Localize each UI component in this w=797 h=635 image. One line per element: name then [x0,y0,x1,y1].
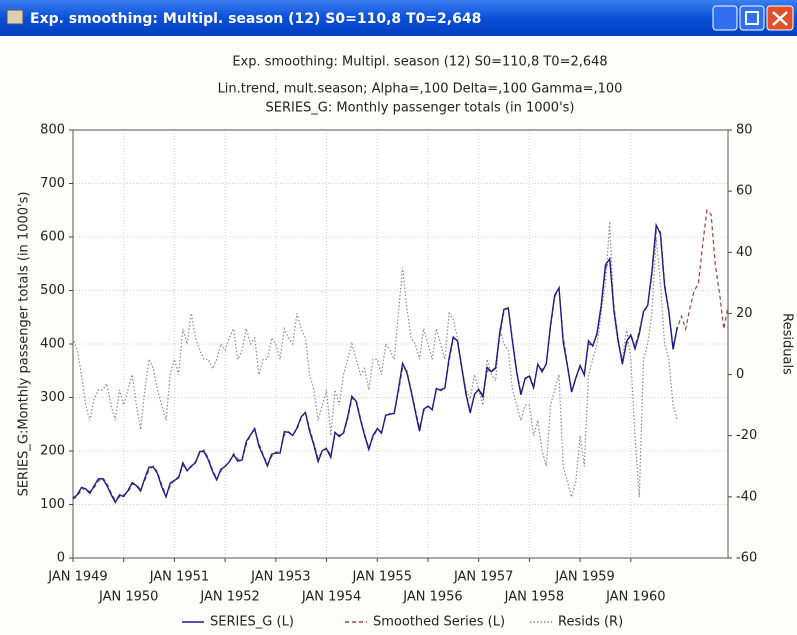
y-tick-label: 800 [40,123,65,138]
legend-label: Smoothed Series (L) [373,615,505,630]
y-tick-label: 100 [40,497,65,512]
y-tick-label: 200 [40,444,65,459]
y2-tick-label: 80 [736,123,753,138]
y-tick-label: 0 [57,551,65,566]
maximize-icon [745,11,759,25]
x-tick-label: JAN 1955 [352,570,412,585]
chart-subtitle: Lin.trend, mult.season; Alpha=,100 Delta… [218,82,623,97]
x-tick-label: JAN 1952 [199,590,259,605]
y-tick-label: 700 [40,176,65,191]
y2-tick-label: 40 [736,245,753,260]
minimize-button[interactable] [712,5,738,31]
y-tick-label: 500 [40,283,65,298]
y2-tick-label: 60 [736,184,753,199]
title-bar [0,0,797,36]
x-tick-label: JAN 1951 [149,570,209,585]
x-tick-label: JAN 1954 [301,590,361,605]
x-tick-label: JAN 1959 [554,570,614,585]
x-tick-label: JAN 1958 [504,590,564,605]
plot-frame [72,129,729,559]
x-tick-label: JAN 1957 [453,570,513,585]
chart-subtitle: SERIES_G: Monthly passenger totals (in 1… [266,101,575,116]
y-axis-label: SERIES_G:Monthly passenger totals (in 10… [17,192,32,497]
legend-label: SERIES_G (L) [210,615,294,630]
y2-tick-label: -60 [736,551,757,566]
chart-title: Exp. smoothing: Multipl. season (12) S0=… [232,55,607,70]
series-line [72,222,678,504]
x-tick-label: JAN 1960 [605,590,665,605]
y-tick-label: 600 [40,230,65,245]
y-tick-label: 400 [40,337,65,352]
y2-axis-label: Residuals [780,313,795,375]
legend-label: Resids (R) [558,615,623,630]
y2-tick-label: -40 [736,489,757,504]
x-tick-label: JAN 1949 [47,570,107,585]
window-title: Exp. smoothing: Multipl. season (12) S0=… [30,11,481,27]
x-tick-label: JAN 1953 [250,570,310,585]
y2-tick-label: 0 [736,367,744,382]
y2-tick-label: -20 [736,428,757,443]
y-tick-label: 300 [40,390,65,405]
x-tick-label: JAN 1950 [98,590,158,605]
close-icon [772,11,788,26]
maximize-button[interactable] [739,5,765,31]
y2-tick-label: 20 [736,306,753,321]
app-icon [6,9,24,25]
x-tick-label: JAN 1956 [402,590,462,605]
